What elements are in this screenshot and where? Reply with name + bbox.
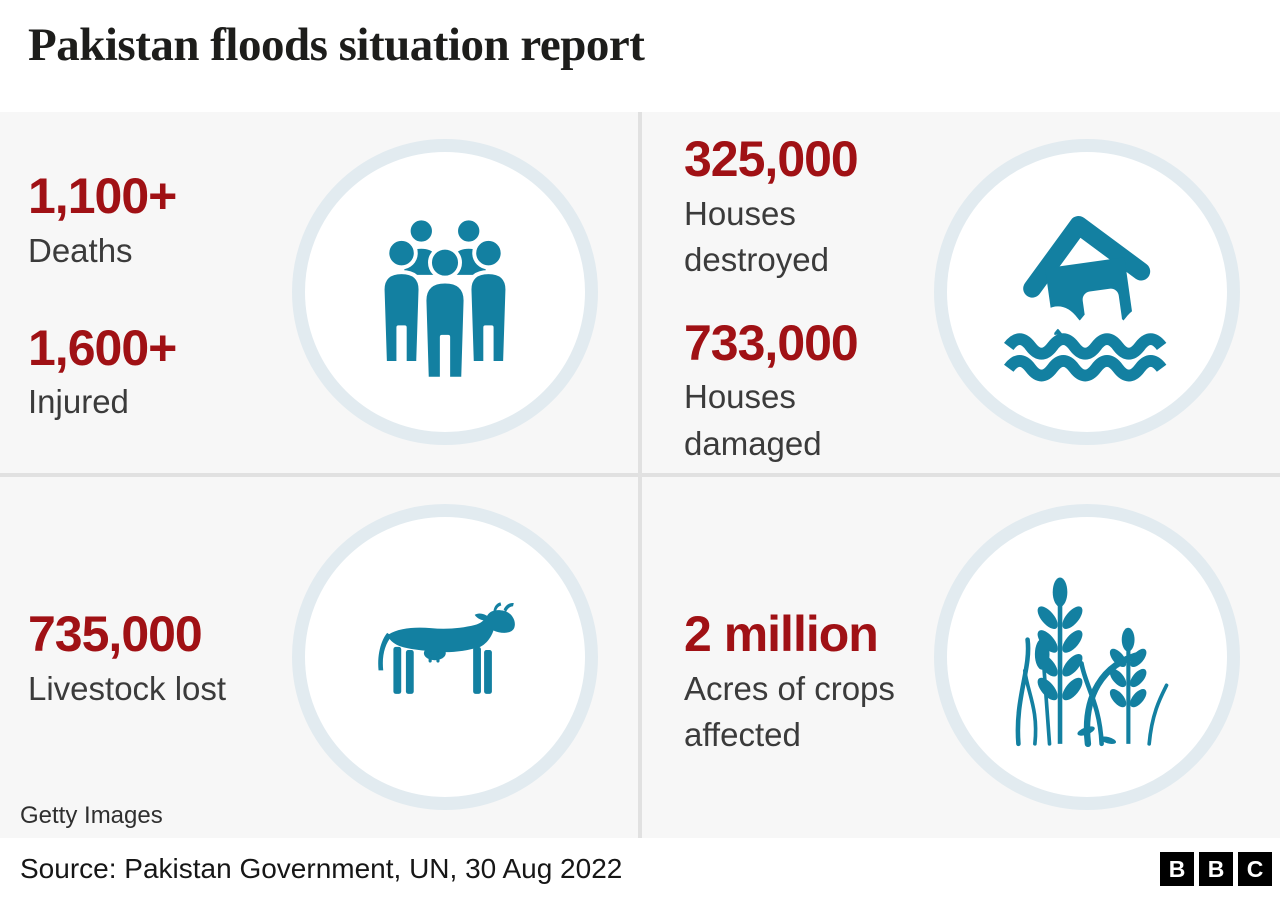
footer: Source: Pakistan Government, UN, 30 Aug …	[0, 838, 1280, 900]
houses-damaged-value: 733,000	[684, 314, 859, 371]
page-title: Pakistan floods situation report	[28, 19, 645, 71]
injured-stat: 1,600+ Injured	[28, 319, 177, 426]
houses-destroyed-label: Houses destroyed	[684, 194, 829, 278]
deaths-stat: 1,100+ Deaths	[28, 168, 177, 274]
header: Pakistan floods situation report	[0, 0, 1280, 112]
panel-crops: 2 million Acres of crops affected	[642, 477, 1280, 838]
wheat-crops-icon	[1015, 577, 1169, 748]
livestock-value: 735,000	[28, 606, 203, 662]
bbc-logo-block-b2: B	[1199, 852, 1233, 886]
livestock-icon-circle	[292, 504, 598, 810]
bbc-logo-block-b1: B	[1160, 852, 1194, 886]
crops-stat: 2 million Acres of crops affected	[684, 608, 974, 758]
deaths-label: Deaths	[28, 231, 133, 269]
bbc-logo: B B C	[1160, 852, 1272, 886]
people-group-icon	[380, 216, 510, 381]
houses-destroyed-value: 325,000	[684, 131, 859, 187]
injured-value: 1,600+	[28, 319, 177, 376]
stats-grid: 1,100+ Deaths 1,600+ Injured	[0, 112, 1280, 838]
panel-livestock: 735,000 Livestock lost	[0, 477, 638, 838]
houses-damaged-label: Houses damaged	[684, 378, 822, 462]
panel-houses: 325,000 Houses destroyed 733,000 Houses …	[642, 112, 1280, 473]
houses-destroyed-stat: 325,000 Houses destroyed	[684, 133, 914, 283]
houses-damaged-stat: 733,000 Houses damaged	[684, 317, 914, 467]
livestock-text: 735,000 Livestock lost	[28, 608, 226, 712]
crops-label: Acres of crops affected	[684, 669, 895, 753]
bbc-logo-block-c: C	[1238, 852, 1272, 886]
crops-text: 2 million Acres of crops affected	[684, 608, 974, 758]
crops-icon-circle	[934, 504, 1240, 810]
flooded-house-icon	[996, 215, 1178, 382]
source-text: Source: Pakistan Government, UN, 30 Aug …	[20, 853, 623, 884]
livestock-stat: 735,000 Livestock lost	[28, 608, 226, 712]
houses-icon-circle	[934, 139, 1240, 445]
houses-text: 325,000 Houses destroyed 733,000 Houses …	[684, 133, 914, 467]
crops-value: 2 million	[684, 606, 879, 662]
deaths-value: 1,100+	[28, 168, 177, 224]
casualties-text: 1,100+ Deaths 1,600+ Injured	[28, 168, 177, 426]
panel-casualties: 1,100+ Deaths 1,600+ Injured	[0, 112, 638, 473]
injured-label: Injured	[28, 383, 129, 421]
casualties-icon-circle	[292, 139, 598, 445]
cow-icon	[378, 602, 515, 694]
livestock-label: Livestock lost	[28, 669, 227, 707]
image-credit: Getty Images	[20, 802, 163, 829]
